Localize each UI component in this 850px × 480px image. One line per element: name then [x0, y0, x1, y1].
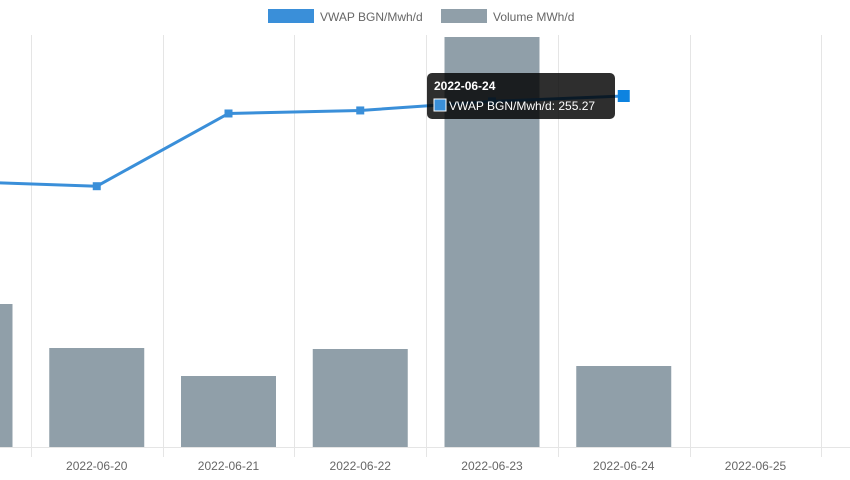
- legend-swatch-vwap: [268, 9, 314, 23]
- x-tick-label: 2022-06-25: [725, 459, 787, 473]
- x-tick-label: 2022-06-24: [593, 459, 655, 473]
- vwap-point[interactable]: [617, 90, 630, 102]
- tooltip-label: VWAP BGN/Mwh/d: 255.27: [449, 99, 595, 113]
- tooltip: 2022-06-24 VWAP BGN/Mwh/d: 255.27: [427, 73, 615, 119]
- legend-swatch-volume: [441, 9, 487, 23]
- volume-bar[interactable]: [0, 304, 13, 447]
- volume-bar[interactable]: [576, 366, 672, 447]
- x-tick-label: 2022-06-20: [66, 459, 128, 473]
- vwap-point[interactable]: [224, 109, 233, 118]
- x-tick-label: 2022-06-23: [461, 459, 523, 473]
- tooltip-swatch: [433, 98, 447, 112]
- x-axis-ticks: 2022-06-20 2022-06-21 2022-06-22 2022-06-23…: [66, 459, 786, 473]
- legend-item-vwap[interactable]: VWAP BGN/Mwh/d: [268, 9, 423, 24]
- vwap-point[interactable]: [356, 106, 365, 115]
- tooltip-box: [427, 73, 615, 119]
- legend-item-volume[interactable]: Volume MWh/d: [441, 9, 574, 24]
- volume-bar[interactable]: [312, 349, 408, 447]
- x-tick-label: 2022-06-21: [198, 459, 260, 473]
- x-tick-label: 2022-06-22: [330, 459, 392, 473]
- legend-label-volume: Volume MWh/d: [493, 10, 574, 24]
- volume-bars: [0, 37, 672, 447]
- legend: VWAP BGN/Mwh/d Volume MWh/d: [268, 9, 574, 24]
- volume-bar[interactable]: [49, 348, 145, 447]
- legend-label-vwap: VWAP BGN/Mwh/d: [320, 10, 423, 24]
- volume-bar[interactable]: [181, 376, 276, 447]
- vwap-point[interactable]: [92, 182, 101, 191]
- tooltip-title: 2022-06-24: [434, 79, 496, 93]
